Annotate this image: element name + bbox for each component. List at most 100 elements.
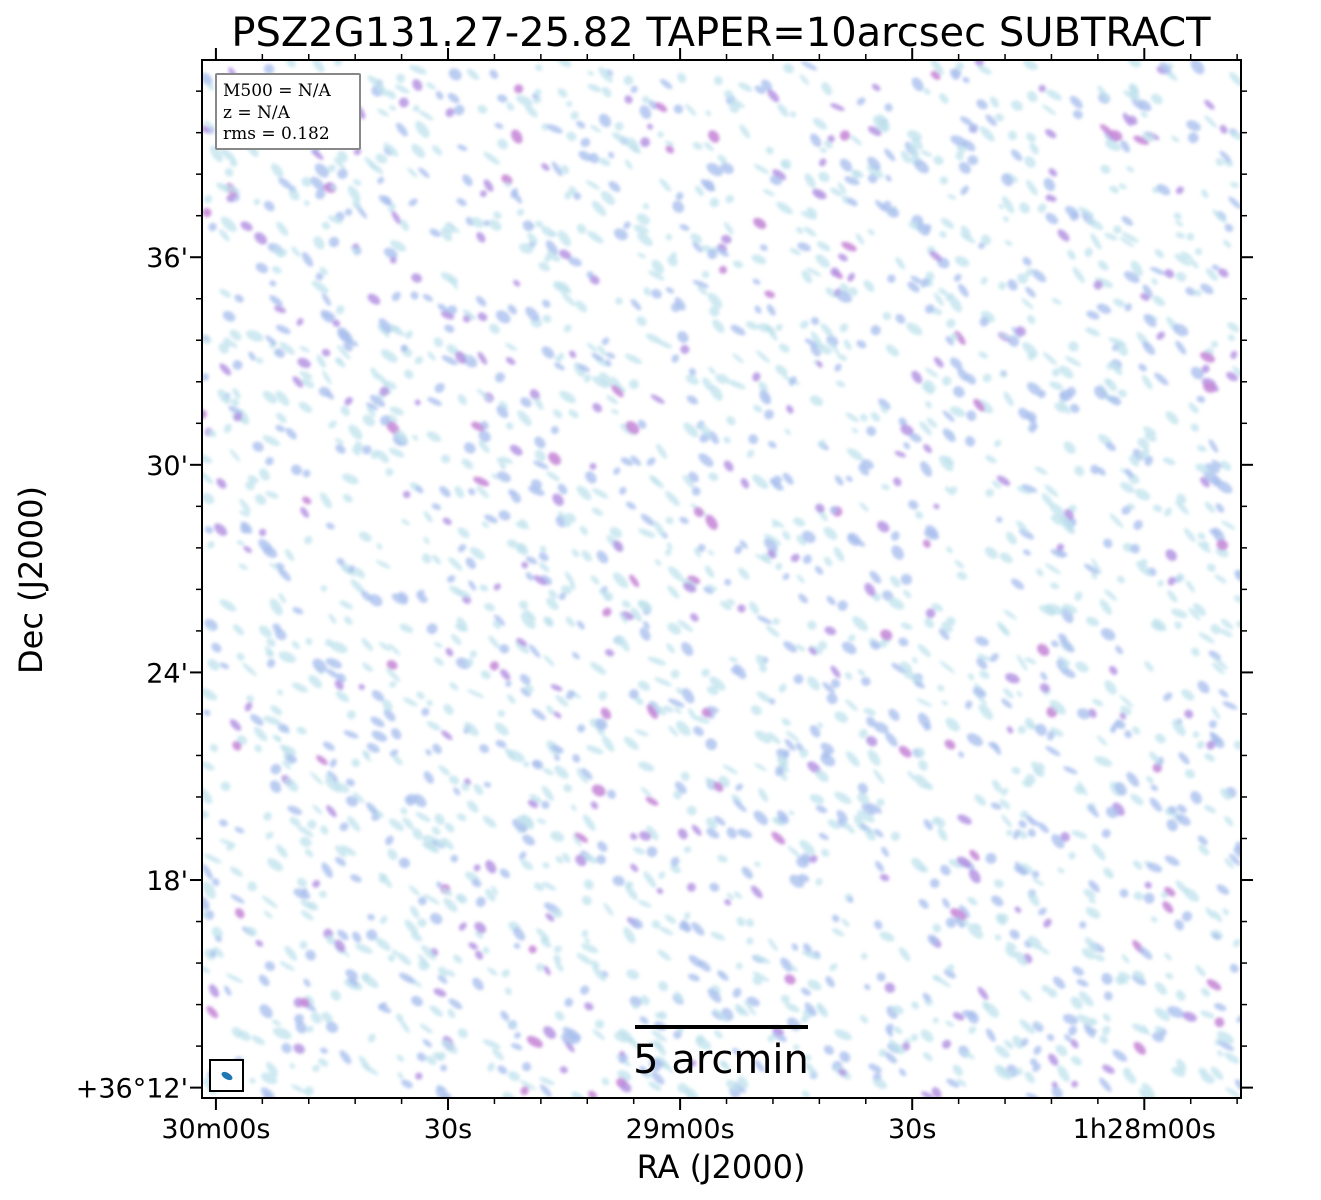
noise-blob (707, 292, 723, 309)
noise-blob (672, 200, 685, 213)
noise-blob (479, 744, 490, 754)
noise-blob (675, 192, 684, 201)
noise-blob (1220, 618, 1234, 630)
noise-blob (552, 908, 563, 918)
noise-blob (786, 404, 794, 414)
noise-blob (1196, 740, 1205, 750)
noise-blob (407, 167, 418, 178)
noise-blob (939, 231, 947, 238)
noise-blob (269, 280, 277, 287)
noise-blob (261, 1072, 278, 1085)
noise-blob (1051, 298, 1062, 305)
noise-blob (910, 1033, 919, 1042)
noise-blob (720, 162, 734, 174)
noise-blob (382, 195, 392, 205)
noise-blob (1006, 942, 1017, 950)
noise-blob (1103, 538, 1113, 549)
noise-blob (557, 511, 566, 521)
noise-blob (985, 455, 997, 464)
noise-blob (764, 290, 776, 299)
noise-blob (801, 530, 816, 544)
noise-blob (334, 782, 350, 793)
noise-blob (1167, 576, 1176, 586)
noise-blob (327, 164, 336, 173)
noise-blob (754, 861, 761, 867)
info-mass: M500 = N/A (223, 81, 332, 101)
noise-blob (1212, 933, 1221, 940)
noise-blob (1222, 239, 1232, 248)
noise-blob (921, 383, 934, 395)
noise-blob (656, 888, 664, 894)
noise-blob (401, 519, 410, 526)
noise-blob (1053, 976, 1066, 989)
noise-blob (665, 516, 674, 525)
noise-blob (946, 616, 956, 626)
noise-blob (1006, 726, 1014, 734)
noise-blob (1035, 723, 1047, 736)
noise-blob (284, 945, 298, 961)
noise-blob (873, 769, 885, 784)
noise-blob (874, 920, 883, 930)
noise-blob (909, 433, 922, 443)
noise-blob (598, 67, 613, 83)
noise-blob (867, 229, 875, 236)
noise-blob (1057, 1065, 1070, 1083)
noise-blob (572, 754, 581, 763)
noise-blob (396, 952, 412, 966)
noise-blob (554, 356, 561, 364)
noise-blob (903, 442, 911, 450)
noise-blob (432, 1052, 444, 1061)
noise-blob (587, 83, 602, 93)
noise-blob (1101, 972, 1113, 985)
noise-blob (291, 641, 300, 650)
noise-blob (754, 305, 762, 314)
noise-blob (1175, 232, 1186, 239)
noise-blob (861, 459, 874, 470)
noise-blob (1005, 946, 1017, 958)
noise-blob (1146, 776, 1154, 784)
noise-blob (399, 1019, 410, 1034)
noise-blob (1188, 402, 1199, 414)
noise-blob (968, 868, 981, 884)
noise-blob (820, 753, 836, 767)
noise-blob (992, 779, 1002, 793)
noise-blob (541, 346, 555, 359)
noise-blob (887, 274, 896, 283)
noise-blob (471, 217, 484, 228)
noise-blob (954, 560, 964, 569)
noise-blob (955, 62, 964, 72)
noise-blob (1175, 340, 1187, 355)
noise-blob (1006, 829, 1013, 836)
noise-blob (339, 600, 354, 610)
noise-blob (202, 761, 215, 771)
noise-blob (799, 320, 809, 329)
noise-blob (791, 943, 799, 951)
noise-blob (402, 490, 411, 499)
noise-blob (1025, 814, 1034, 822)
noise-blob (1094, 385, 1107, 400)
noise-blob (859, 502, 869, 512)
noise-blob (524, 609, 536, 621)
noise-blob (489, 69, 499, 79)
noise-blob (314, 163, 329, 178)
noise-blob (707, 550, 715, 556)
noise-blob (202, 334, 212, 345)
noise-blob (592, 1029, 605, 1041)
noise-blob (512, 818, 528, 833)
noise-blob (278, 177, 293, 190)
noise-blob (1120, 482, 1135, 493)
noise-blob (879, 873, 890, 882)
noise-blob (389, 681, 397, 688)
noise-blob (1138, 1088, 1149, 1098)
noise-blob (933, 155, 944, 165)
noise-blob (812, 117, 828, 130)
noise-blob (1113, 225, 1122, 234)
noise-blob (801, 270, 813, 284)
noise-blob (1201, 189, 1209, 199)
noise-blob (665, 233, 673, 241)
noise-blob (245, 926, 257, 937)
noise-blob (495, 310, 511, 324)
noise-blob (1027, 891, 1040, 907)
noise-blob (347, 977, 359, 987)
noise-blob (720, 600, 732, 611)
